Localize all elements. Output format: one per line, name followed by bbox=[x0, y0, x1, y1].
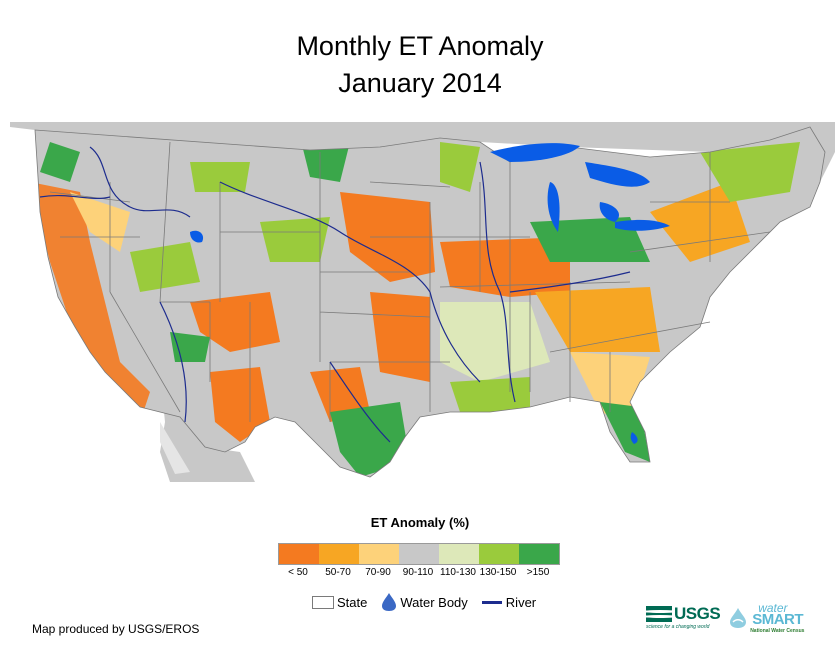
map-credit: Map produced by USGS/EROS bbox=[32, 622, 200, 636]
et-anomaly-map bbox=[10, 122, 835, 482]
state-symbol-label: State bbox=[337, 594, 368, 610]
watersmart-subtitle: National Water Census bbox=[750, 628, 805, 634]
usgs-wave-icon bbox=[646, 606, 672, 622]
map-svg bbox=[10, 122, 835, 482]
legend-label: < 50 bbox=[288, 567, 308, 578]
watersmart-logo: water SMART National Water Census bbox=[728, 601, 812, 638]
legend-swatch bbox=[319, 544, 359, 564]
symbol-legend: State Water Body River bbox=[312, 592, 550, 612]
water-drop-icon bbox=[382, 593, 397, 611]
usgs-logo: USGS science for a changing world bbox=[646, 604, 721, 630]
river-symbol-label: River bbox=[505, 594, 537, 610]
river-line-icon bbox=[481, 600, 502, 604]
legend-label: 130-150 bbox=[479, 567, 517, 578]
legend-swatch bbox=[439, 544, 479, 564]
water-body-symbol: Water Body bbox=[381, 592, 468, 612]
legend-swatch bbox=[359, 544, 399, 564]
great-lakes bbox=[190, 143, 670, 444]
legend-labels: < 50 50-70 70-90 90-110 110-130 130-150 … bbox=[278, 567, 558, 578]
map-title: Monthly ET Anomaly January 2014 bbox=[0, 28, 840, 102]
legend-title: ET Anomaly (%) bbox=[370, 515, 470, 530]
usgs-logo-text: USGS bbox=[674, 604, 721, 623]
legend-label: >150 bbox=[526, 567, 550, 578]
legend-label: 90-110 bbox=[402, 567, 434, 578]
state-symbol: State bbox=[312, 595, 367, 610]
state-outline-icon bbox=[312, 595, 334, 609]
state-boundaries bbox=[34, 126, 826, 478]
watersmart-main-text: SMART bbox=[752, 611, 804, 628]
legend-swatch bbox=[479, 544, 519, 564]
usgs-tagline: science for a changing world bbox=[646, 624, 710, 630]
legend-swatch bbox=[519, 544, 559, 564]
river-symbol: River bbox=[481, 594, 537, 610]
watersmart-drop-icon bbox=[730, 608, 747, 628]
title-line-1: Monthly ET Anomaly bbox=[296, 31, 544, 61]
rivers bbox=[39, 146, 631, 443]
water-body-symbol-label: Water Body bbox=[400, 594, 468, 610]
watersmart-top-text: water bbox=[758, 601, 788, 615]
legend-swatch bbox=[399, 544, 439, 564]
legend-label: 50-70 bbox=[325, 567, 351, 578]
legend-swatch bbox=[279, 544, 319, 564]
agency-logos: USGS science for a changing world water … bbox=[646, 601, 812, 638]
legend-label: 70-90 bbox=[365, 567, 391, 578]
mexico-canada-background bbox=[10, 122, 835, 482]
legend-color-bar bbox=[278, 543, 560, 565]
title-line-2: January 2014 bbox=[338, 68, 502, 98]
conus-anomaly-layer bbox=[35, 127, 825, 477]
legend-label: 110-130 bbox=[440, 567, 476, 578]
